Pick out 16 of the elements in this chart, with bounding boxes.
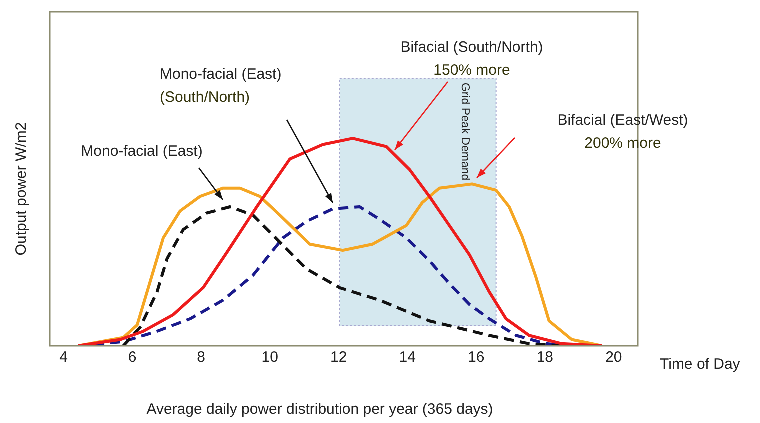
y-axis-title: Output power W/m2 bbox=[13, 122, 30, 256]
text: Average daily power distribution per year (365 days) bbox=[146, 401, 494, 418]
x-tick-label: 6 bbox=[128, 349, 137, 366]
band-label: Grid Peak Demand bbox=[459, 82, 472, 181]
text: Bifacial (South/North) 150% more bbox=[400, 39, 544, 80]
x-tick-label: 20 bbox=[606, 349, 622, 366]
x-tick-label: 8 bbox=[197, 349, 206, 366]
text: Mono-facial (East) (South/North) bbox=[160, 66, 282, 106]
x-tick-label: 14 bbox=[399, 349, 416, 366]
x-tick-label: 16 bbox=[468, 349, 485, 366]
annotation: Mono-facial (East) bbox=[81, 143, 203, 160]
x-axis-title: Time of Day bbox=[660, 356, 741, 374]
x-tick-label: 12 bbox=[330, 349, 348, 366]
x-tick-label: 18 bbox=[536, 349, 554, 366]
x-tick-label: 4 bbox=[60, 349, 68, 366]
x-tick-label: 10 bbox=[262, 349, 278, 366]
